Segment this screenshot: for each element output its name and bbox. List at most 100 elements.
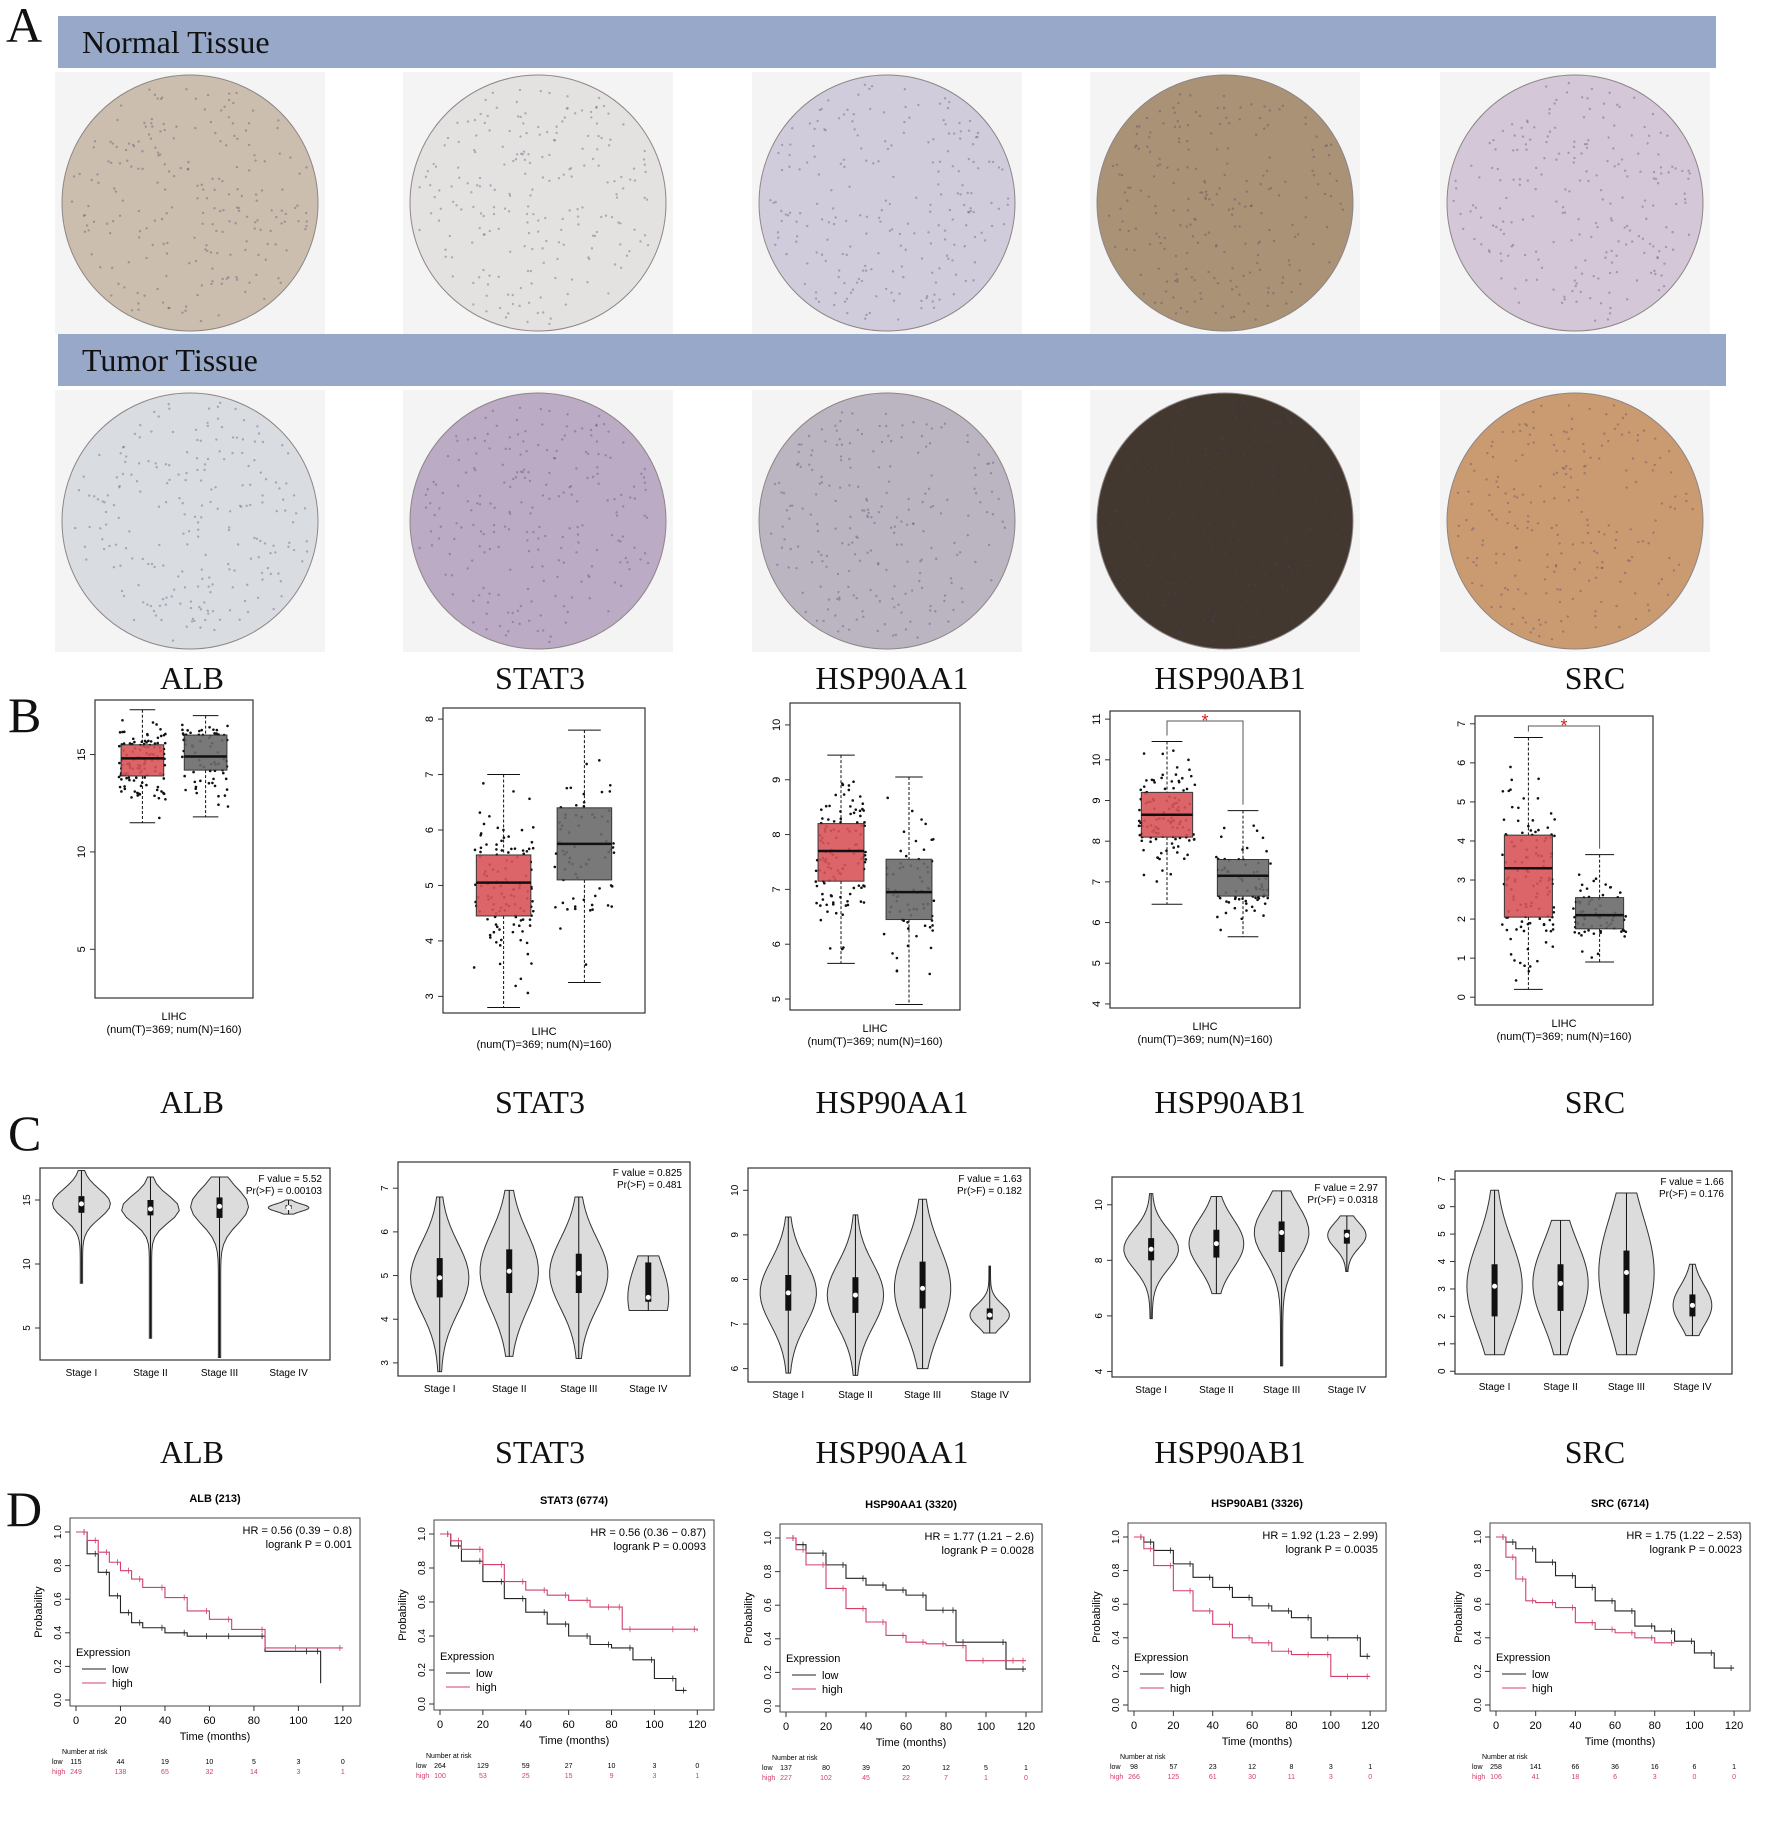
- nucleus-dot: [604, 214, 608, 217]
- nucleus-dot: [886, 147, 890, 151]
- nucleus-dot: [1281, 556, 1285, 560]
- nucleus-dot: [1189, 223, 1192, 226]
- nucleus-dot: [818, 108, 822, 112]
- nucleus-dot: [1501, 430, 1504, 434]
- data-point: [914, 839, 918, 843]
- data-point: [610, 905, 614, 908]
- nucleus-dot: [897, 603, 900, 606]
- nucleus-dot: [1666, 593, 1670, 597]
- nucleus-dot: [1555, 200, 1558, 203]
- nucleus-dot: [1246, 595, 1250, 598]
- data-point: [1514, 979, 1518, 982]
- data-point: [478, 811, 482, 814]
- risk-high-count: 25: [522, 1773, 530, 1780]
- gene-label-hsp90ab1: HSP90AB1: [1154, 1084, 1306, 1120]
- nucleus-dot: [1226, 147, 1230, 150]
- nucleus-dot: [519, 286, 523, 290]
- stage-label: Stage IV: [629, 1384, 668, 1395]
- nucleus-dot: [512, 477, 515, 481]
- nucleus-dot: [172, 588, 176, 591]
- nucleus-dot: [1187, 454, 1190, 458]
- nucleus-dot: [548, 471, 551, 475]
- data-point: [479, 832, 483, 835]
- nucleus-dot: [1222, 106, 1226, 110]
- nucleus-dot: [1205, 193, 1208, 197]
- nucleus-dot: [473, 436, 477, 440]
- nucleus-dot: [884, 199, 888, 202]
- nucleus-dot: [1186, 633, 1189, 637]
- nucleus-dot: [1212, 638, 1215, 642]
- data-point: [121, 718, 124, 722]
- nucleus-dot: [869, 549, 873, 552]
- data-point: [521, 930, 524, 933]
- nucleus-dot: [450, 185, 453, 188]
- data-point: [1263, 902, 1267, 905]
- tissue-core: [61, 392, 319, 650]
- nucleus-dot: [1292, 494, 1296, 497]
- nucleus-dot: [1274, 421, 1278, 425]
- data-point: [1215, 855, 1218, 859]
- nucleus-dot: [1281, 281, 1284, 285]
- nucleus-dot: [827, 598, 831, 601]
- data-point: [526, 952, 530, 956]
- risk-high-count: 249: [70, 1769, 82, 1776]
- nucleus-dot: [261, 440, 265, 444]
- nucleus-dot: [1173, 426, 1177, 429]
- data-point: [1182, 789, 1185, 792]
- nucleus-dot: [548, 497, 551, 501]
- y-tick-label: 6: [1437, 1203, 1448, 1209]
- nucleus-dot: [847, 569, 851, 573]
- nucleus-dot: [504, 447, 507, 451]
- nucleus-dot: [523, 476, 527, 480]
- nucleus-dot: [485, 628, 488, 631]
- nucleus-dot: [966, 210, 970, 214]
- nucleus-dot: [1579, 589, 1582, 593]
- data-point: [1509, 788, 1512, 791]
- nucleus-dot: [486, 601, 490, 604]
- nucleus-dot: [101, 500, 104, 503]
- data-point: [915, 934, 918, 938]
- data-point: [485, 843, 488, 846]
- y-tick-label: 1.0: [1473, 1530, 1484, 1544]
- nucleus-dot: [1255, 133, 1258, 136]
- data-point: [1170, 780, 1174, 783]
- violin-median: [1623, 1270, 1629, 1275]
- nucleus-dot: [538, 133, 542, 136]
- nucleus-dot: [542, 579, 545, 583]
- nucleus-dot: [833, 303, 836, 307]
- violin-median: [78, 1201, 84, 1207]
- nucleus-dot: [1540, 266, 1544, 269]
- nucleus-dot: [1620, 433, 1624, 436]
- nucleus-dot: [940, 426, 943, 429]
- nucleus-dot: [900, 436, 903, 439]
- nucleus-dot: [643, 163, 647, 166]
- nucleus-dot: [1212, 615, 1216, 619]
- data-point: [138, 792, 141, 796]
- risk-low-label: low: [416, 1763, 427, 1770]
- nucleus-dot: [1656, 256, 1659, 260]
- nucleus-dot: [147, 133, 151, 136]
- nucleus-dot: [801, 507, 804, 510]
- nucleus-dot: [164, 500, 168, 504]
- nucleus-dot: [1537, 258, 1540, 261]
- data-point: [1139, 788, 1143, 792]
- nucleus-dot: [531, 247, 534, 251]
- nucleus-dot: [526, 539, 529, 542]
- gene-label-hsp90aa1: HSP90AA1: [815, 660, 969, 696]
- nucleus-dot: [537, 537, 540, 540]
- nucleus-dot: [1583, 143, 1587, 146]
- nucleus-dot: [1651, 112, 1655, 116]
- nucleus-dot: [1139, 189, 1142, 192]
- data-point: [1618, 891, 1622, 894]
- nucleus-dot: [488, 274, 491, 277]
- nucleus-dot: [1199, 483, 1202, 486]
- nucleus-dot: [957, 170, 960, 173]
- nucleus-dot: [1148, 243, 1152, 246]
- nucleus-dot: [130, 309, 134, 312]
- nucleus-dot: [1646, 142, 1649, 145]
- nucleus-dot: [557, 495, 561, 498]
- nucleus-dot: [1687, 169, 1690, 173]
- data-point: [1594, 877, 1598, 881]
